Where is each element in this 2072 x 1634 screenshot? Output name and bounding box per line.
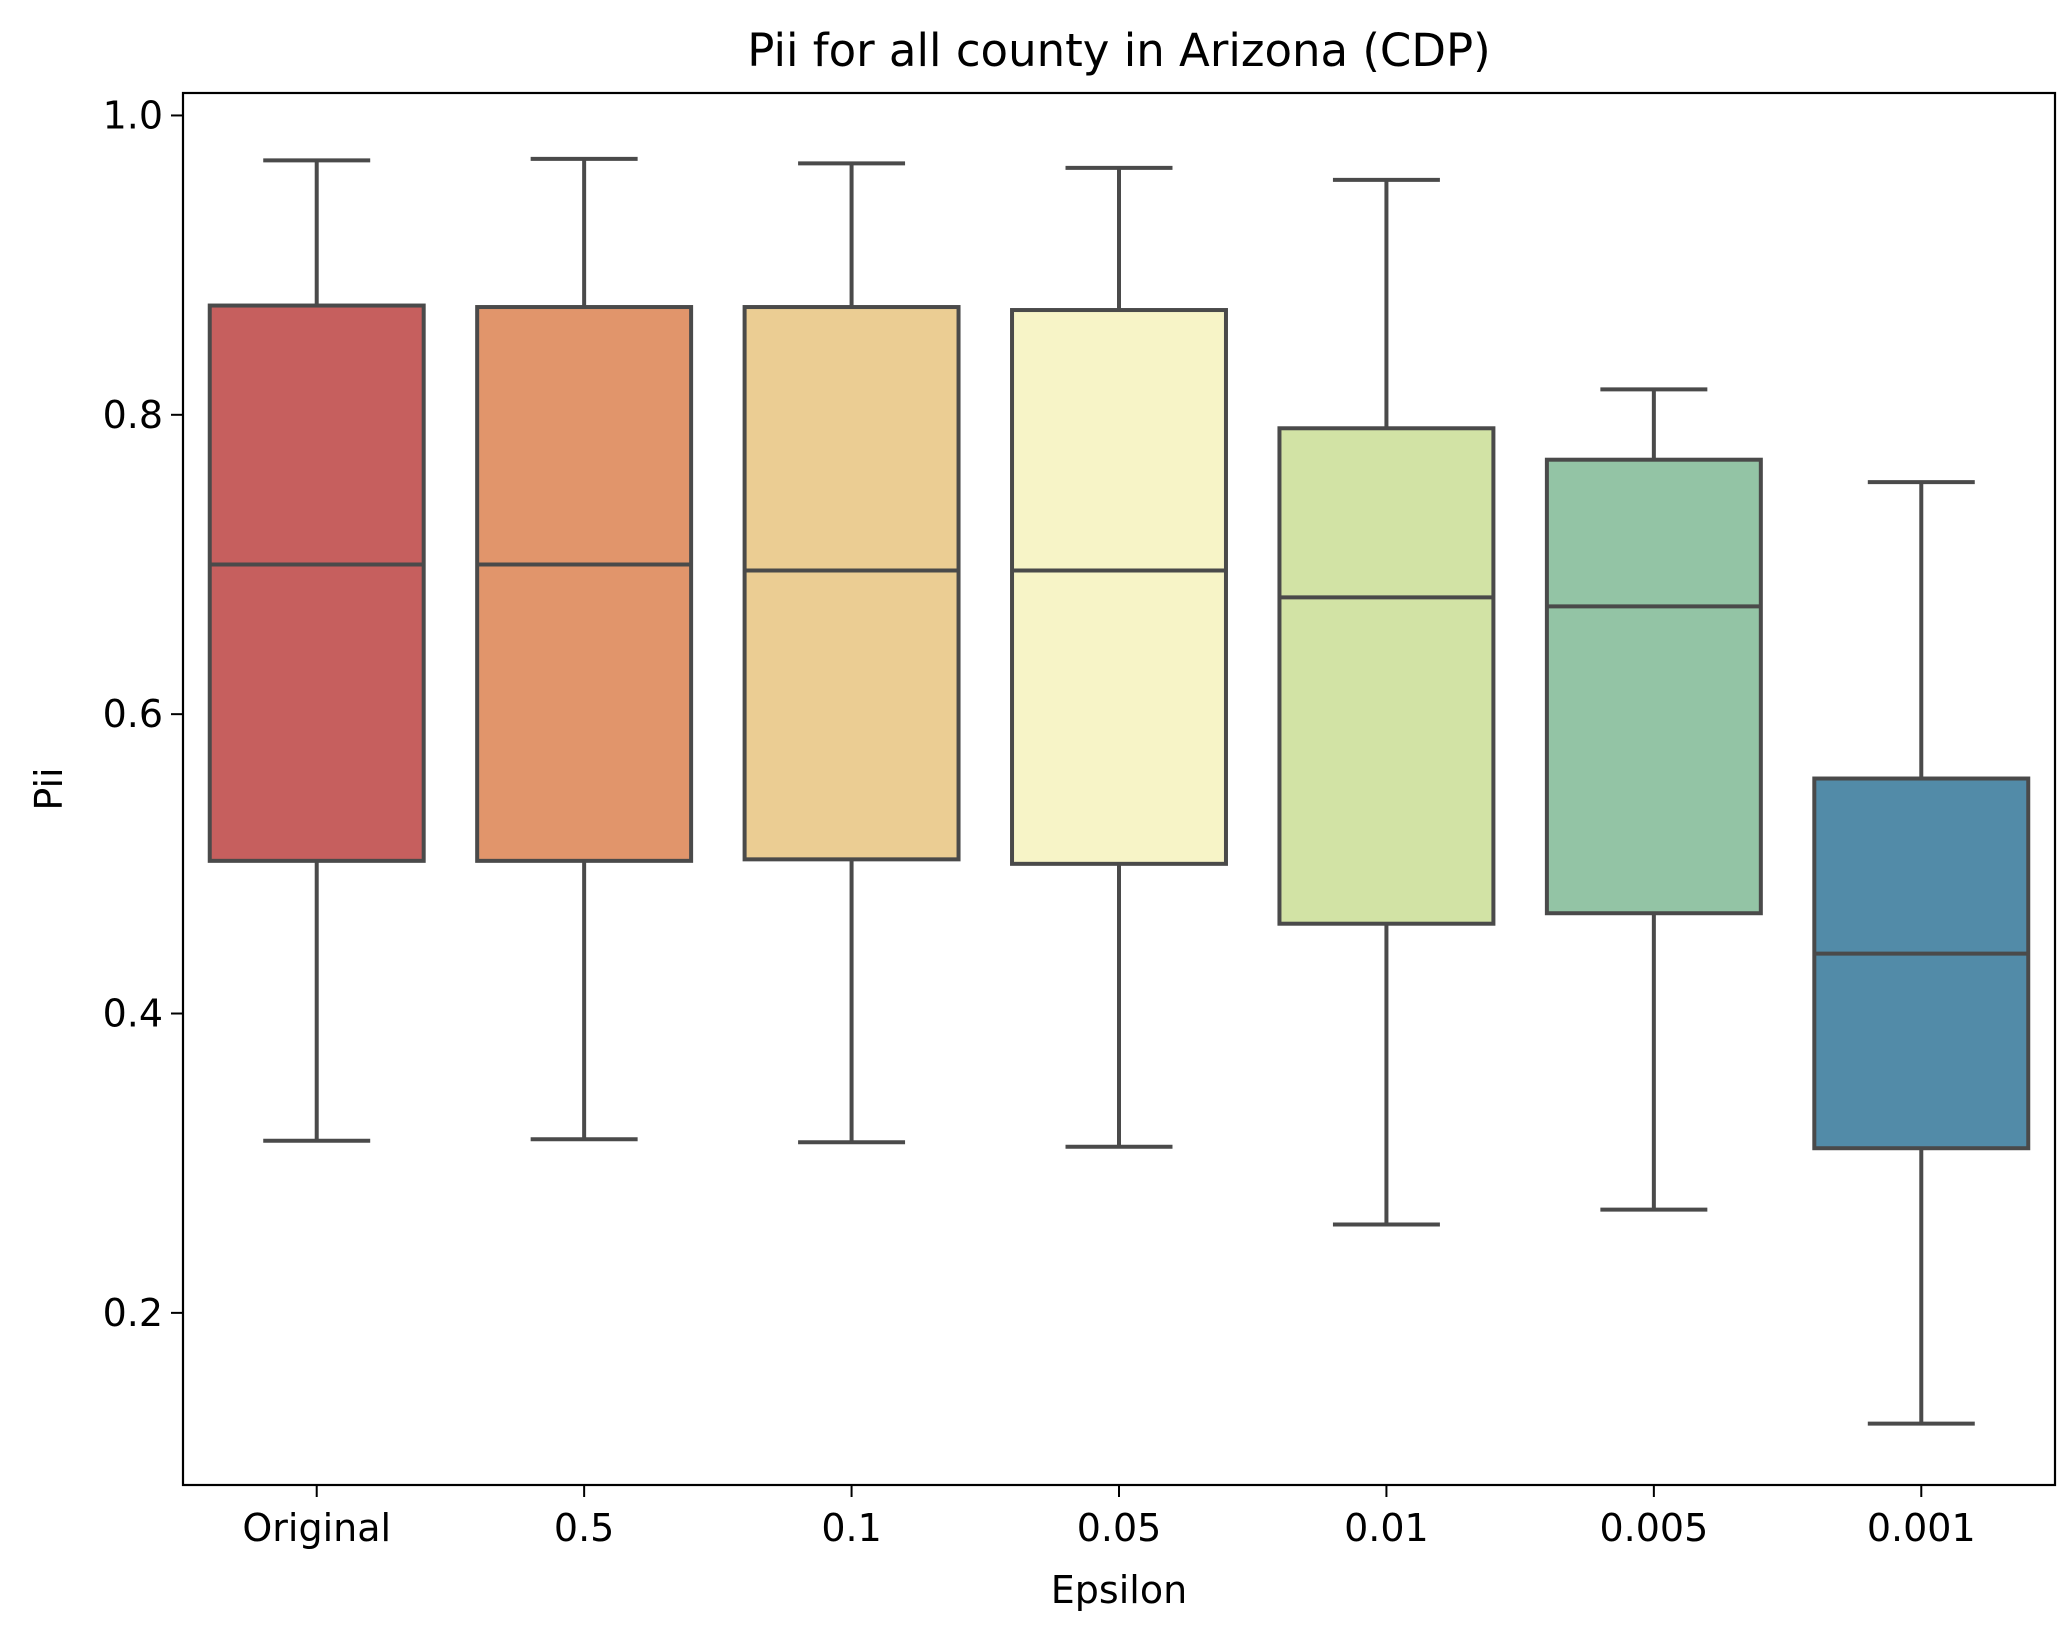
box-group-6 [1812, 480, 2031, 1426]
box-iqr [207, 303, 426, 863]
box-iqr [1010, 308, 1228, 866]
x-tick-label: 0.001 [1867, 1506, 1976, 1550]
box-iqr [1812, 776, 2031, 1151]
x-tick-label: 0.005 [1599, 1506, 1708, 1550]
box-group-5 [1544, 387, 1763, 1212]
box-group-2 [742, 161, 961, 1145]
box-group-0 [207, 158, 426, 1143]
x-tick-label: 0.01 [1344, 1506, 1429, 1550]
y-axis: 0.2 0.4 0.6 0.8 1.0 [103, 93, 183, 1335]
x-axis: Original 0.5 0.1 0.05 0.01 0.005 0.001 [242, 1485, 1976, 1550]
box-group-1 [475, 156, 694, 1142]
box-iqr [1544, 457, 1763, 916]
x-axis-label: Epsilon [1051, 1568, 1187, 1612]
x-tick-label: 0.5 [554, 1506, 614, 1550]
x-tick-label: 0.05 [1077, 1506, 1162, 1550]
y-tick-label: 0.8 [103, 393, 163, 437]
boxes-layer [207, 156, 2031, 1426]
box-iqr [1277, 426, 1496, 926]
y-tick-label: 0.2 [103, 1291, 163, 1335]
box-iqr [742, 305, 961, 862]
chart-title: Pii for all county in Arizona (CDP) [747, 24, 1490, 77]
x-tick-label: 0.1 [821, 1506, 881, 1550]
y-tick-label: 0.4 [103, 992, 163, 1036]
y-tick-label: 0.6 [103, 692, 163, 736]
box-group-3 [1010, 165, 1228, 1149]
box-group-4 [1277, 177, 1496, 1227]
y-tick-label: 1.0 [103, 93, 163, 137]
y-axis-label: Pii [27, 767, 71, 810]
x-tick-label: Original [242, 1506, 391, 1550]
box-iqr [475, 305, 694, 863]
